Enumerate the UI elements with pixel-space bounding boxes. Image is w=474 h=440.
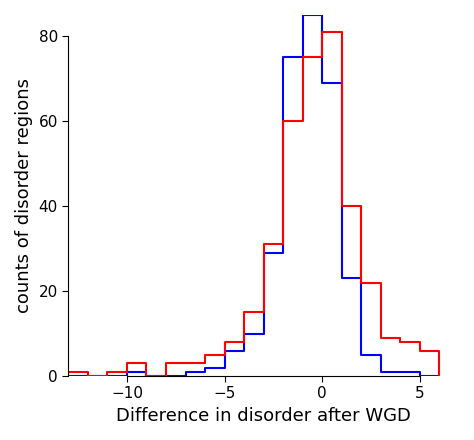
X-axis label: Difference in disorder after WGD: Difference in disorder after WGD — [116, 407, 411, 425]
Y-axis label: counts of disorder regions: counts of disorder regions — [15, 78, 33, 313]
